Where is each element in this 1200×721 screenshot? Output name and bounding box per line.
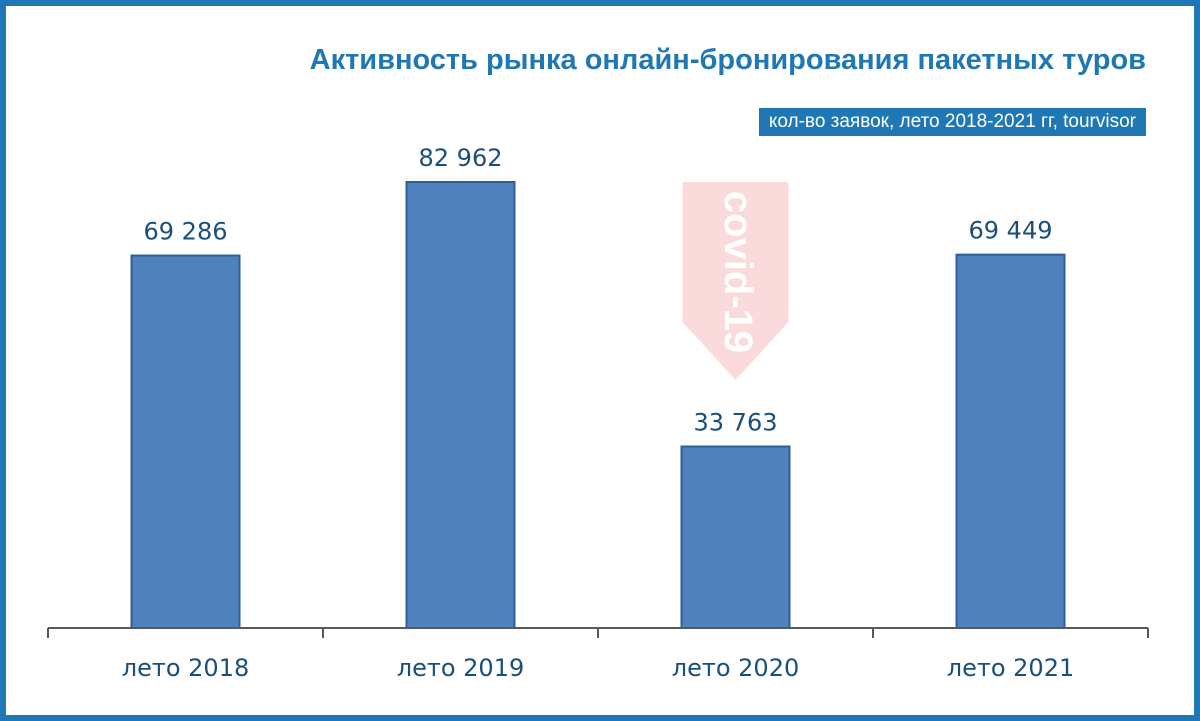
covid-annotation: covid-19	[716, 191, 760, 353]
bar-2	[405, 181, 516, 629]
bar-4	[955, 253, 1066, 629]
chart-title: Активность рынка онлайн-бронирования пак…	[309, 44, 1146, 76]
value-label-1: 69 286	[144, 218, 228, 246]
value-label-4: 69 449	[969, 217, 1053, 245]
value-label-3: 33 763	[694, 408, 778, 436]
covid-arrow-icon	[682, 182, 789, 380]
value-label-2: 82 962	[419, 144, 503, 172]
chart-subtitle: кол-во заявок, лето 2018-2021 гг, tourvi…	[758, 108, 1146, 136]
category-label-4: лето 2021	[947, 654, 1074, 682]
bar-1	[130, 254, 241, 629]
category-label-3: лето 2020	[672, 654, 799, 682]
category-label-2: лето 2019	[397, 654, 524, 682]
bar-3	[680, 445, 791, 629]
category-label-1: лето 2018	[122, 654, 249, 682]
